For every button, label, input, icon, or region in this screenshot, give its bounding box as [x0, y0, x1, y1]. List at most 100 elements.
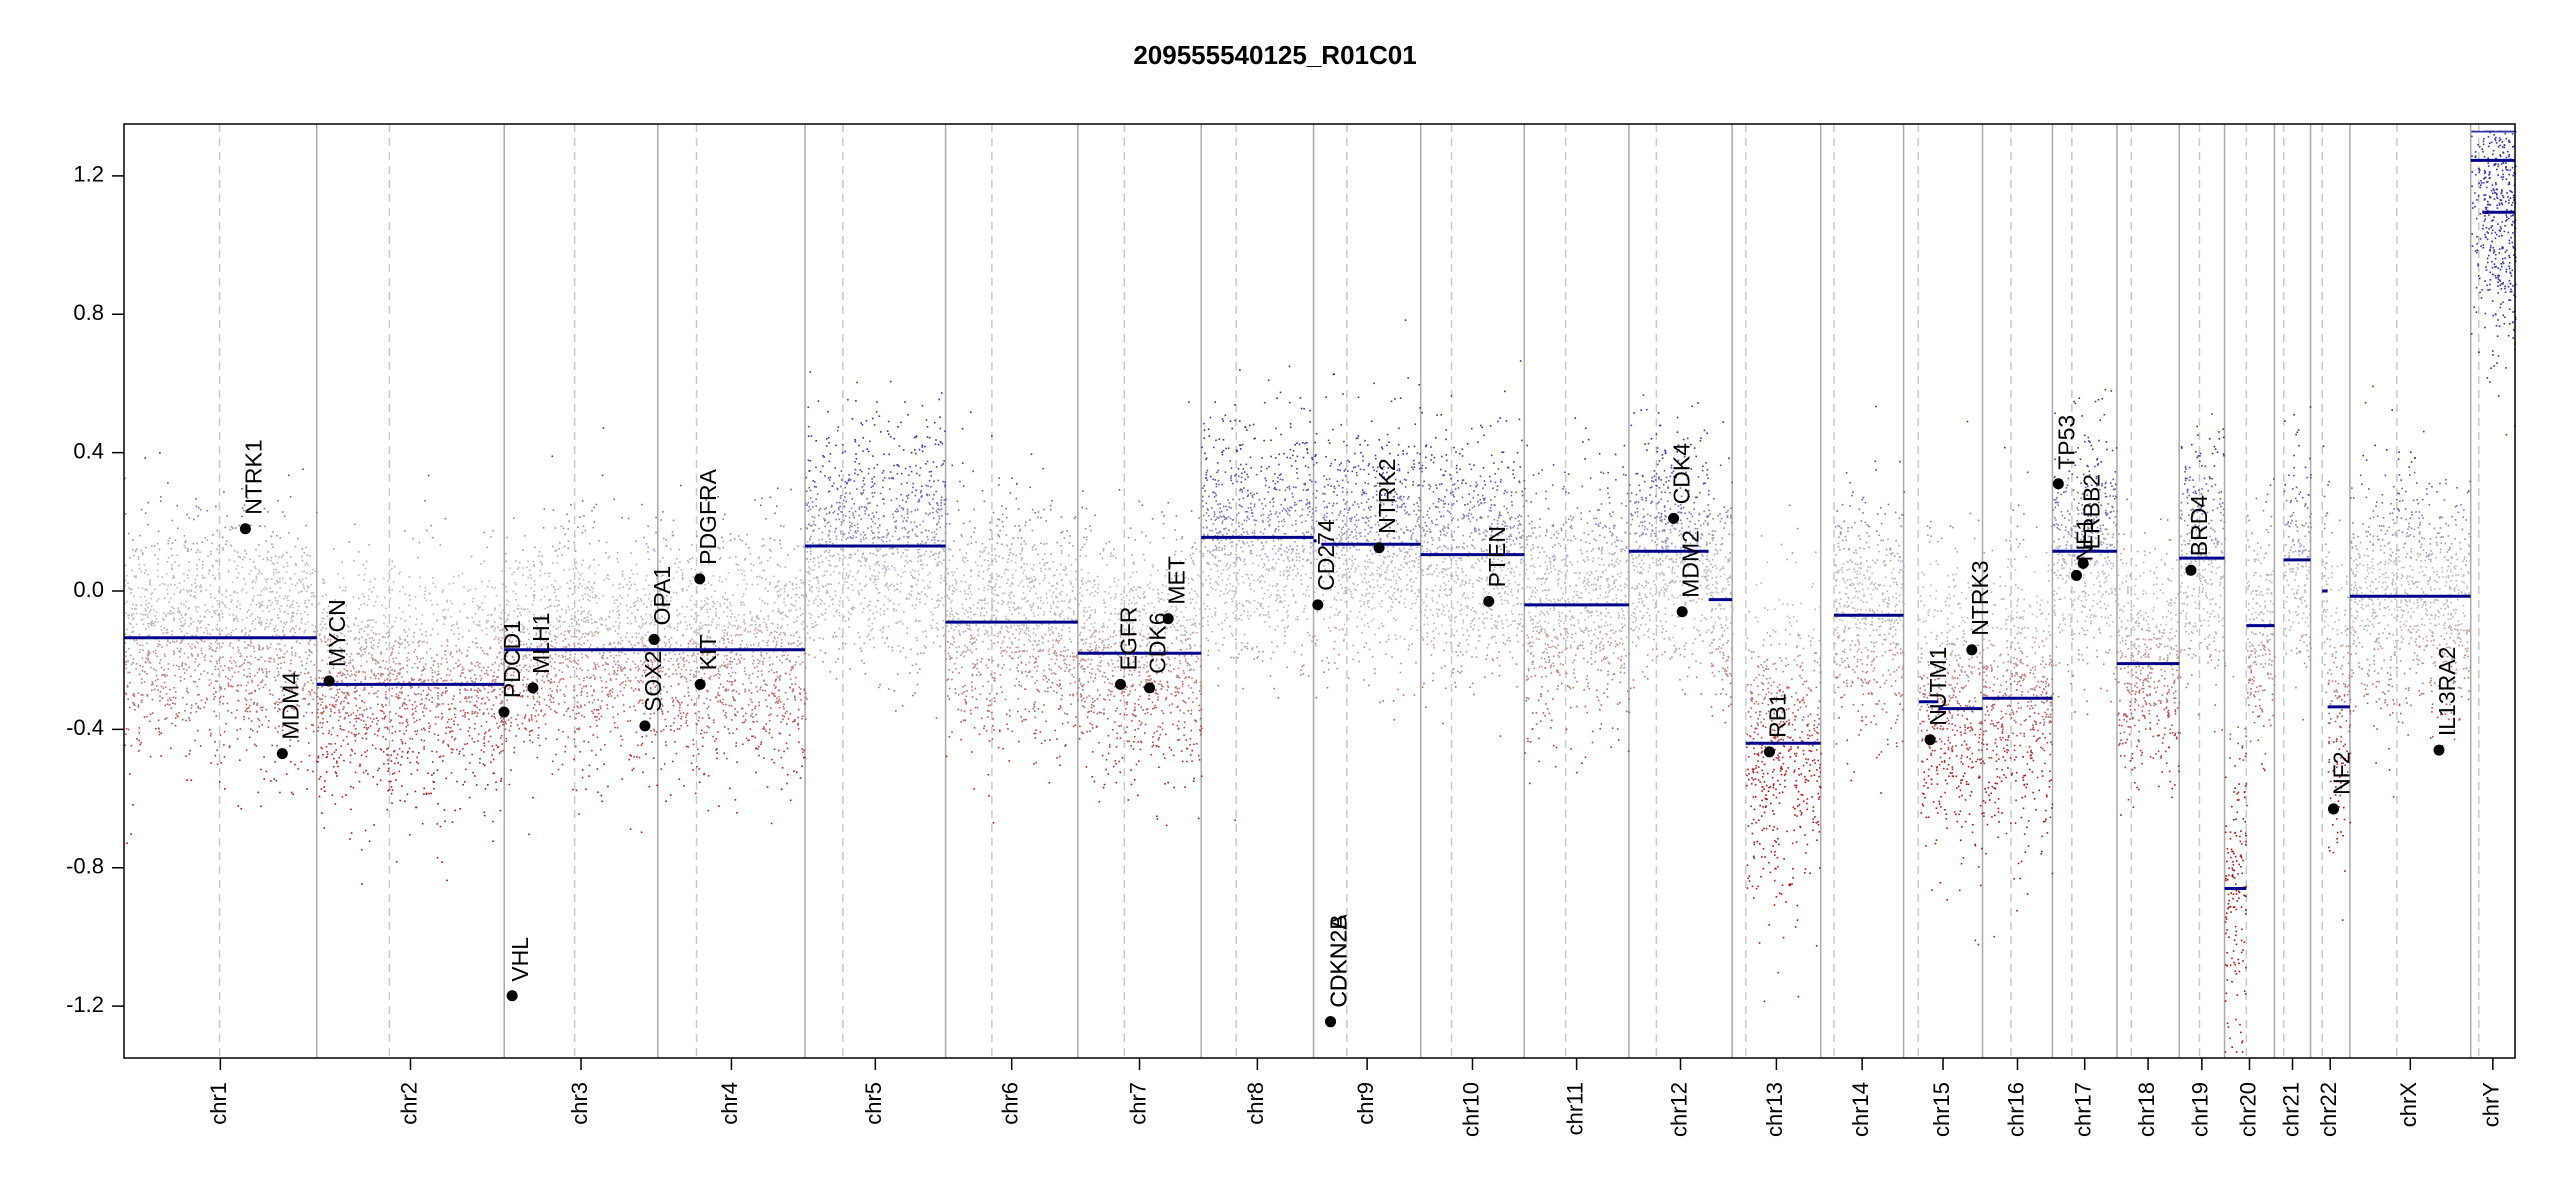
probe-point — [397, 694, 400, 697]
probe-point — [308, 754, 311, 757]
probe-point — [423, 727, 425, 730]
probe-point — [276, 602, 278, 605]
probe-point — [196, 627, 199, 630]
probe-point — [436, 680, 438, 682]
probe-point — [467, 697, 470, 699]
probe-point — [629, 668, 631, 670]
probe-point — [474, 674, 476, 676]
probe-point — [485, 672, 488, 675]
probe-point — [438, 673, 440, 675]
probe-point — [649, 659, 652, 661]
probe-point — [524, 714, 527, 716]
probe-point — [778, 732, 781, 735]
probe-point — [576, 728, 578, 730]
probe-point — [321, 812, 323, 814]
probe-point — [260, 768, 262, 771]
probe-point — [575, 713, 578, 715]
probe-point — [241, 507, 244, 509]
probe-point — [568, 568, 571, 571]
probe-point — [564, 658, 567, 661]
probe-point — [419, 703, 421, 706]
probe-point — [748, 689, 750, 692]
probe-point — [792, 720, 794, 723]
probe-point — [464, 688, 466, 690]
probe-point — [342, 708, 344, 710]
probe-point — [657, 623, 659, 626]
probe-point — [344, 586, 347, 589]
probe-point — [580, 619, 583, 621]
probe-point — [508, 613, 510, 616]
probe-point — [381, 710, 384, 713]
probe-point — [464, 743, 466, 746]
probe-point — [135, 612, 138, 615]
probe-point — [513, 517, 515, 520]
probe-point — [619, 583, 621, 585]
probe-point — [576, 675, 578, 678]
probe-point — [779, 675, 782, 677]
probe-point — [473, 689, 476, 692]
probe-point — [227, 685, 230, 688]
probe-point — [719, 557, 722, 559]
probe-point — [391, 789, 394, 791]
probe-point — [477, 664, 479, 667]
probe-point — [131, 608, 133, 610]
probe-point — [247, 707, 250, 709]
probe-point — [504, 612, 507, 614]
probe-point — [238, 572, 240, 574]
probe-point — [349, 721, 351, 724]
probe-point — [445, 616, 447, 619]
probe-point — [644, 613, 647, 616]
probe-point — [361, 636, 363, 638]
probe-point — [766, 644, 769, 647]
probe-point — [501, 663, 504, 666]
probe-point — [373, 605, 375, 607]
probe-point — [345, 794, 347, 796]
probe-point — [506, 633, 509, 636]
probe-point — [255, 710, 258, 713]
probe-point — [197, 515, 199, 517]
probe-point — [228, 667, 230, 669]
probe-point — [575, 636, 578, 638]
probe-point — [280, 620, 282, 623]
probe-point — [495, 781, 497, 784]
probe-point — [286, 561, 289, 564]
probe-point — [395, 693, 398, 695]
probe-point — [562, 640, 564, 642]
probe-point — [216, 623, 219, 626]
probe-point — [367, 595, 370, 597]
probe-point — [660, 708, 662, 710]
probe-point — [318, 677, 320, 679]
probe-point — [449, 670, 452, 672]
probe-point — [726, 680, 729, 682]
probe-point — [562, 527, 565, 530]
probe-point — [642, 623, 644, 625]
probe-point — [398, 715, 400, 717]
probe-point — [151, 624, 153, 627]
probe-point — [737, 614, 740, 616]
probe-point — [746, 646, 749, 649]
probe-point — [591, 701, 594, 704]
probe-point — [250, 728, 252, 730]
probe-point — [594, 678, 596, 681]
probe-point — [335, 685, 338, 687]
probe-point — [509, 567, 512, 570]
probe-point — [712, 643, 715, 646]
probe-point — [553, 586, 555, 588]
probe-point — [597, 631, 600, 634]
probe-point — [377, 662, 380, 664]
probe-point — [804, 666, 807, 669]
probe-point — [674, 653, 676, 656]
probe-point — [408, 604, 410, 607]
probe-point — [201, 640, 203, 642]
probe-point — [290, 617, 293, 619]
probe-point — [435, 751, 438, 753]
probe-point — [485, 652, 488, 655]
probe-point — [148, 634, 151, 637]
probe-point — [650, 666, 653, 669]
probe-point — [271, 601, 274, 604]
probe-point — [125, 655, 127, 658]
probe-point — [141, 699, 143, 702]
probe-point — [230, 601, 232, 603]
probe-point — [500, 623, 503, 626]
probe-point — [228, 745, 231, 747]
